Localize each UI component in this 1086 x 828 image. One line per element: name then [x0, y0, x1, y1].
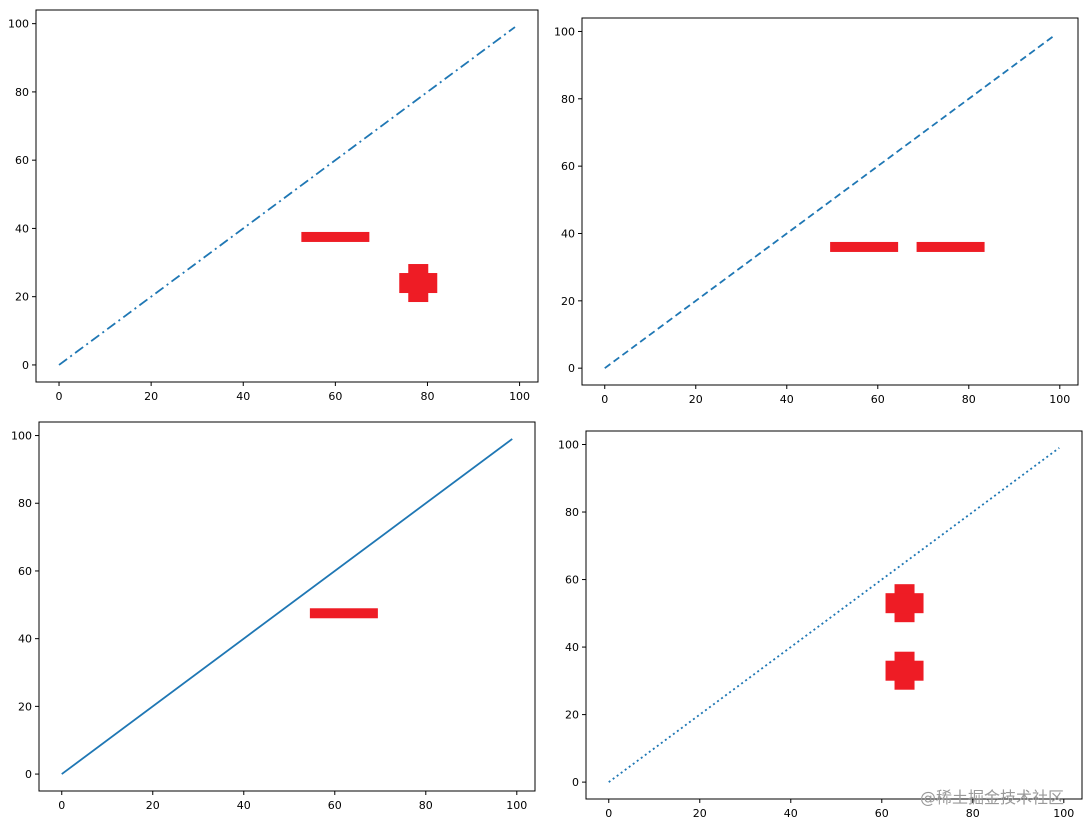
y-tick-label: 80: [565, 506, 579, 519]
minus-mark: [301, 231, 370, 242]
plus-mark-horizontal: [399, 273, 438, 294]
y-tick-label: 40: [18, 633, 32, 646]
x-tick-label: 60: [328, 390, 342, 403]
y-tick-label: 20: [565, 709, 579, 722]
y-tick-label: 0: [568, 362, 575, 375]
x-tick-label: 60: [328, 799, 342, 812]
x-tick-label: 20: [693, 807, 707, 820]
y-tick-label: 60: [15, 154, 29, 167]
x-tick-label: 0: [58, 799, 65, 812]
y-tick-label: 0: [572, 776, 579, 789]
x-tick-label: 100: [1053, 807, 1074, 820]
x-tick-label: 0: [605, 807, 612, 820]
y-tick-label: 0: [22, 359, 29, 372]
x-tick-label: 40: [236, 390, 250, 403]
x-tick-label: 80: [962, 393, 976, 406]
y-tick-label: 100: [558, 439, 579, 452]
x-tick-label: 0: [601, 393, 608, 406]
y-tick-label: 40: [561, 227, 575, 240]
plus-mark: [885, 651, 924, 690]
minus-mark: [916, 241, 985, 252]
x-tick-label: 40: [237, 799, 251, 812]
minus-mark: [309, 608, 378, 619]
watermark: @稀土掘金技术社区: [919, 788, 1064, 807]
minus-mark: [830, 241, 899, 252]
x-tick-label: 80: [966, 807, 980, 820]
axes-frame: [38, 421, 536, 792]
plus-mark: [399, 264, 438, 303]
y-tick-label: 80: [561, 93, 575, 106]
axes-frame: [585, 430, 1083, 800]
x-tick-label: 20: [144, 390, 158, 403]
y-tick-label: 100: [8, 18, 29, 31]
y-tick-label: 80: [18, 497, 32, 510]
y-tick-label: 60: [561, 160, 575, 173]
x-tick-label: 60: [875, 807, 889, 820]
plus-mark-horizontal: [885, 593, 924, 614]
series-line: [608, 447, 1060, 783]
y-tick-label: 0: [25, 768, 32, 781]
x-tick-label: 60: [871, 393, 885, 406]
y-tick-label: 60: [18, 565, 32, 578]
x-tick-label: 40: [780, 393, 794, 406]
y-tick-label: 60: [565, 574, 579, 587]
y-tick-label: 20: [561, 295, 575, 308]
y-tick-label: 40: [565, 641, 579, 654]
subplot-4: 0 20 40 60 80 100 0 20 40 60 80 100: [558, 430, 1083, 820]
series-line: [61, 438, 513, 775]
x-tick-label: 100: [506, 799, 527, 812]
x-tick-label: 80: [420, 390, 434, 403]
series-line: [604, 34, 1056, 369]
x-tick-label: 80: [419, 799, 433, 812]
x-tick-label: 100: [1049, 393, 1070, 406]
y-tick-label: 80: [15, 86, 29, 99]
plus-mark: [885, 584, 924, 623]
subplot-3: 0 20 40 60 80 100 0 20 40 60 80 100: [11, 421, 536, 812]
x-tick-label: 20: [146, 799, 160, 812]
x-tick-label: 0: [56, 390, 63, 403]
y-tick-label: 20: [15, 291, 29, 304]
axes-frame: [581, 17, 1079, 386]
x-tick-label: 20: [689, 393, 703, 406]
subplot-2: 0 20 40 60 80 100 0 20 40 60 80 100: [554, 17, 1079, 406]
subplot-1: 0 20 40 60 80 100 0 20 40 60 80 100: [8, 9, 539, 403]
series-line: [58, 26, 516, 366]
y-tick-label: 40: [15, 222, 29, 235]
y-tick-label: 20: [18, 700, 32, 713]
plus-mark-horizontal: [885, 660, 924, 681]
y-tick-label: 100: [11, 430, 32, 443]
x-tick-label: 100: [509, 390, 530, 403]
x-tick-label: 40: [784, 807, 798, 820]
y-tick-label: 100: [554, 25, 575, 38]
axes-frame: [35, 9, 539, 383]
